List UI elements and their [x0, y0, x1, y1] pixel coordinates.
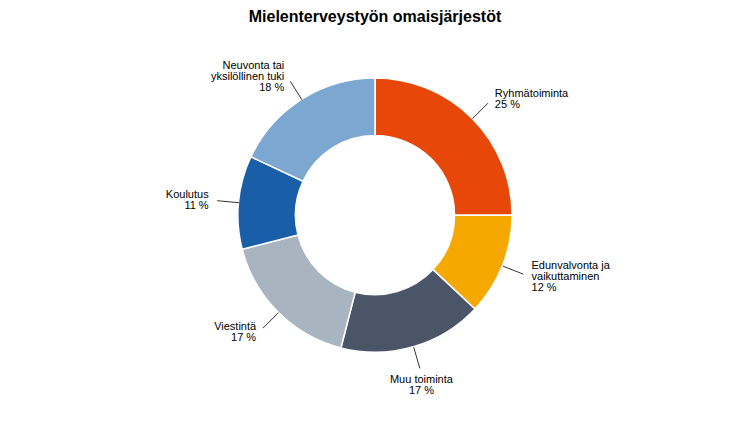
svg-text:Muu toiminta17 %: Muu toiminta17 %: [390, 373, 454, 396]
svg-text:Koulutus11 %: Koulutus11 %: [166, 188, 209, 211]
html-text:Mielenterveystyön omaisjärjest: Mielenterveystyön omaisjärjestöt: [248, 8, 502, 25]
svg-text:Viestintä17 %: Viestintä17 %: [214, 320, 257, 343]
svg-text:Neuvonta taiyksilöllinen tuki1: Neuvonta taiyksilöllinen tuki18 %: [211, 59, 285, 93]
svg-text:Edunvalvonta javaikuttaminen12: Edunvalvonta javaikuttaminen12 %: [532, 259, 611, 293]
svg-text:Ryhmätoiminta25 %: Ryhmätoiminta25 %: [495, 87, 569, 110]
